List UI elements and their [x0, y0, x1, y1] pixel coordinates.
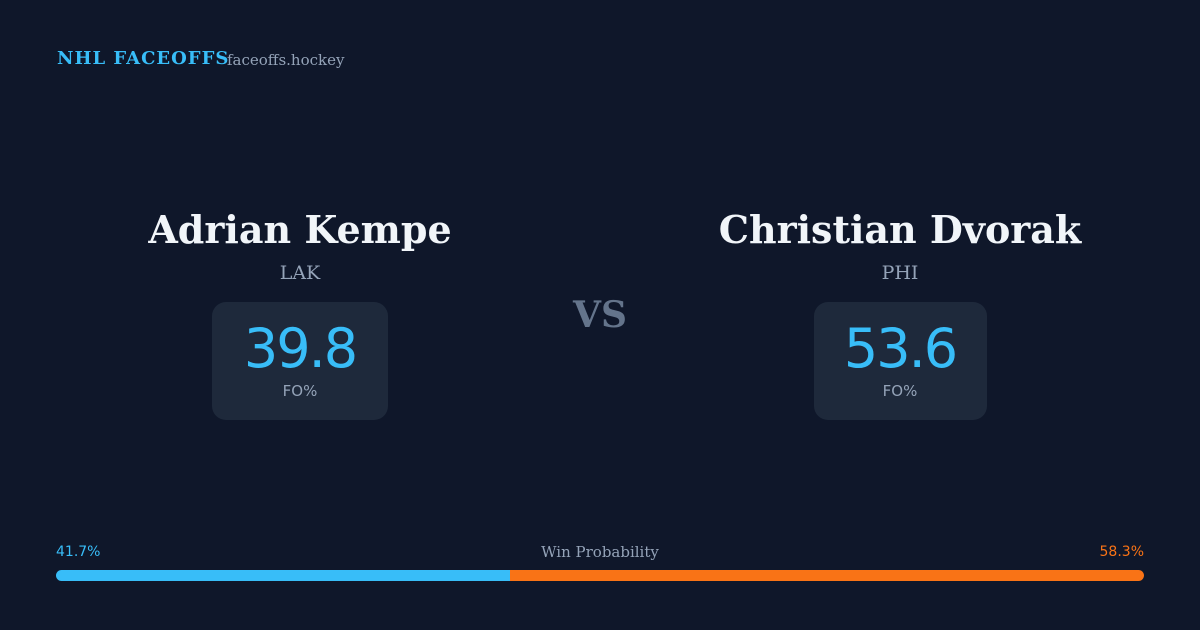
probability-segment — [56, 570, 510, 581]
home-probability: 41.7% — [56, 544, 101, 560]
versus: VS — [573, 294, 627, 336]
stat-box: 53.6 FO% — [813, 302, 987, 420]
probability-bar — [56, 570, 1144, 581]
stat-label: FO% — [882, 382, 918, 400]
team: PHI — [881, 262, 919, 284]
win-probability-label: Win Probability — [541, 543, 659, 561]
stat-value: 39.8 — [243, 317, 358, 380]
team: LAK — [279, 262, 321, 284]
player-card: Adrian Kempe LAK 39.8 FO% — [0, 200, 600, 420]
player-name: Adrian Kempe — [148, 207, 452, 252]
probability-segment — [509, 570, 1144, 581]
stat-label: FO% — [282, 382, 318, 400]
brand-title: NHL FACEOFFS — [57, 48, 230, 69]
site-url: faceoffs.hockey — [227, 51, 345, 69]
player-name: Christian Dvorak — [718, 207, 1082, 252]
player-card: Christian Dvorak PHI 53.6 FO% — [600, 200, 1200, 420]
away-probability: 58.3% — [1099, 544, 1144, 560]
stat-value: 53.6 — [843, 317, 958, 380]
stat-box: 39.8 FO% — [212, 302, 388, 420]
